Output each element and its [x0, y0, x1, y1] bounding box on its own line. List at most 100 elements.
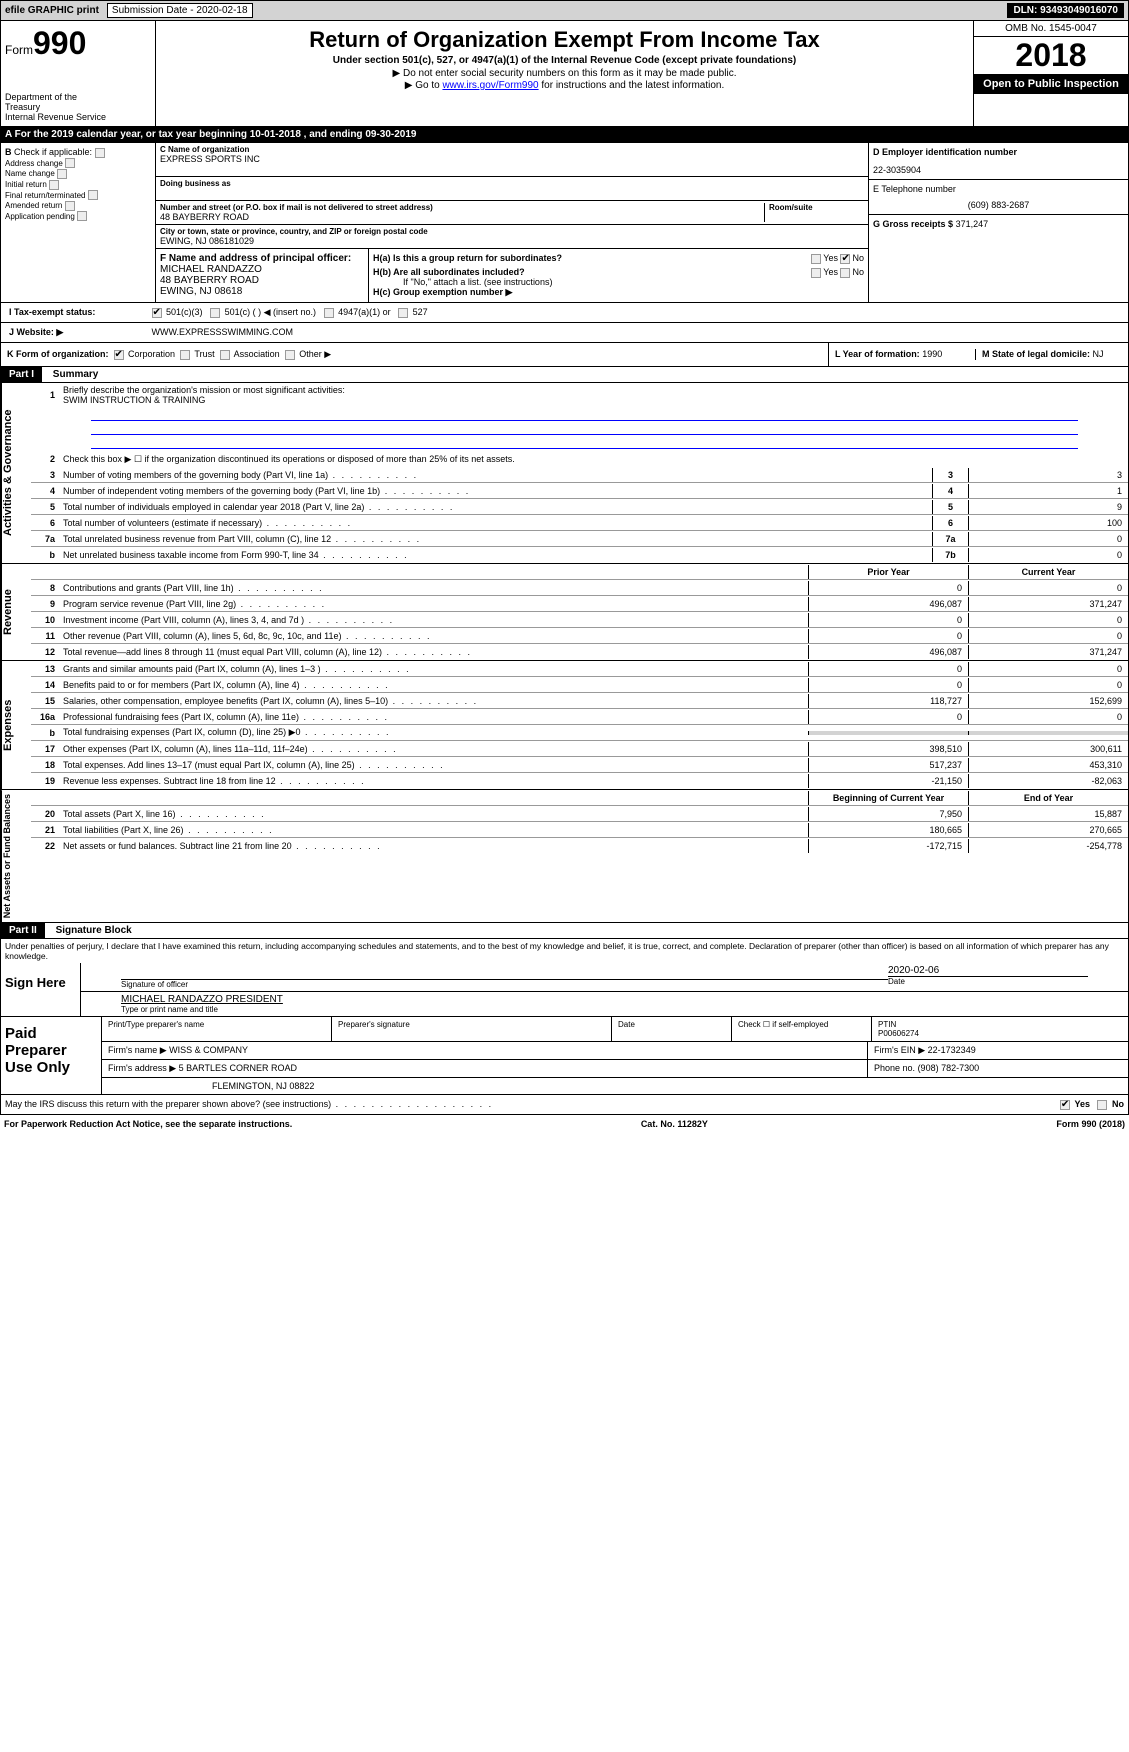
- gross-label: G Gross receipts $: [873, 219, 953, 229]
- fill-line: [91, 409, 1078, 421]
- discuss-row: May the IRS discuss this return with the…: [0, 1095, 1129, 1115]
- year-formation-value: 1990: [922, 349, 942, 359]
- top-bar: efile GRAPHIC print Submission Date - 20…: [0, 0, 1129, 21]
- summary-row: 18Total expenses. Add lines 13–17 (must …: [31, 757, 1128, 773]
- opt-501c3: 501(c)(3): [166, 307, 203, 317]
- check-icon: [65, 158, 75, 168]
- ptin-value: P00606274: [878, 1029, 919, 1038]
- tax-year: 2018: [974, 37, 1128, 74]
- h-a-label: H(a) Is this a group return for subordin…: [373, 253, 562, 263]
- part-i-title: Summary: [45, 369, 99, 380]
- check-icon: [57, 169, 67, 179]
- prep-sig-header: Preparer's signature: [332, 1017, 612, 1041]
- form-number: 990: [33, 25, 86, 61]
- part-ii-label: Part II: [1, 923, 45, 938]
- line-a-pre: A For the 2019 calendar year, or tax yea…: [5, 129, 301, 140]
- check-icon: [285, 350, 295, 360]
- sig-date-label: Date: [888, 976, 1088, 986]
- fill-line: [91, 423, 1078, 435]
- governance-section: Activities & Governance 1 Briefly descri…: [0, 383, 1129, 564]
- summary-row: 14Benefits paid to or for members (Part …: [31, 677, 1128, 693]
- revenue-section: Revenue Prior Year Current Year 8Contrib…: [0, 564, 1129, 661]
- line-k: K Form of organization: Corporation Trus…: [0, 343, 1129, 367]
- form-footer: Form 990 (2018): [1056, 1119, 1125, 1129]
- no-label: No: [1112, 1099, 1124, 1109]
- pra-notice: For Paperwork Reduction Act Notice, see …: [4, 1119, 292, 1129]
- opt-501c: 501(c) ( ) ◀ (insert no.): [225, 307, 316, 317]
- firm-name-value: WISS & COMPANY: [169, 1045, 248, 1055]
- street-value: 48 BAYBERRY ROAD: [160, 212, 764, 222]
- box-b-letter: B: [5, 147, 12, 157]
- goto-post: for instructions and the latest informat…: [539, 80, 725, 91]
- mission-label: Briefly describe the organization's miss…: [63, 385, 345, 395]
- cat-number: Cat. No. 11282Y: [641, 1119, 708, 1129]
- gross-value: 371,247: [956, 219, 989, 229]
- ptin-label: PTIN: [878, 1020, 896, 1029]
- header-left: Form990 Department of the Treasury Inter…: [1, 21, 156, 126]
- part-ii-header: Part II Signature Block: [0, 923, 1129, 939]
- check-icon: [49, 180, 59, 190]
- dept-line2: Treasury: [5, 102, 151, 112]
- yes-check-icon: [1060, 1100, 1070, 1110]
- box-b: B Check if applicable: Address change Na…: [1, 143, 156, 302]
- box-c: C Name of organization EXPRESS SPORTS IN…: [156, 143, 868, 302]
- yes-check-icon: [811, 268, 821, 278]
- box-b-option: Name change: [5, 168, 151, 179]
- summary-row: 19Revenue less expenses. Subtract line 1…: [31, 773, 1128, 789]
- preparer-label: Paid Preparer Use Only: [1, 1017, 101, 1094]
- check-icon: [77, 211, 87, 221]
- website-label: J Website: ▶: [9, 327, 149, 338]
- box-deg: D Employer identification number 22-3035…: [868, 143, 1128, 302]
- summary-row: 12Total revenue—add lines 8 through 11 (…: [31, 644, 1128, 660]
- summary-row: bNet unrelated business taxable income f…: [31, 547, 1128, 563]
- summary-row: 17Other expenses (Part IX, column (A), l…: [31, 741, 1128, 757]
- summary-row: bTotal fundraising expenses (Part IX, co…: [31, 725, 1128, 741]
- ein-label: D Employer identification number: [873, 147, 1124, 157]
- firm-phone-value: (908) 782-7300: [918, 1063, 980, 1073]
- phone-value: (609) 883-2687: [873, 200, 1124, 210]
- perjury-text: Under penalties of perjury, I declare th…: [1, 939, 1128, 963]
- street-label: Number and street (or P.O. box if mail i…: [160, 203, 764, 212]
- form-title: Return of Organization Exempt From Incom…: [160, 27, 969, 53]
- yes-label: Yes: [1074, 1099, 1090, 1109]
- signature-block: Under penalties of perjury, I declare th…: [0, 939, 1129, 1017]
- irs-link[interactable]: www.irs.gov/Form990: [442, 80, 538, 91]
- prep-selfemp-label: Check ☐ if self-employed: [732, 1017, 872, 1041]
- line-a-mid: , and ending 09-30-2019: [304, 129, 417, 140]
- firm-phone-label: Phone no.: [874, 1063, 915, 1073]
- box-b-option: Address change: [5, 158, 151, 169]
- tax-status-label: I Tax-exempt status:: [9, 307, 149, 317]
- box-b-label: Check if applicable:: [14, 147, 92, 157]
- city-label: City or town, state or province, country…: [160, 227, 864, 236]
- year-formation-label: L Year of formation:: [835, 349, 920, 359]
- sig-date-value: 2020-02-06: [888, 965, 1088, 976]
- box-b-option: Application pending: [5, 211, 151, 222]
- part-i-header: Part I Summary: [0, 367, 1129, 383]
- summary-row: 9Program service revenue (Part VIII, lin…: [31, 596, 1128, 612]
- revenue-label: Revenue: [1, 564, 31, 660]
- end-year-header: End of Year: [968, 791, 1128, 805]
- summary-row: 7aTotal unrelated business revenue from …: [31, 531, 1128, 547]
- form-org-label: K Form of organization:: [7, 349, 109, 359]
- city-value: EWING, NJ 086181029: [160, 236, 864, 246]
- summary-row: 16aProfessional fundraising fees (Part I…: [31, 709, 1128, 725]
- opt-corp: Corporation: [128, 349, 175, 359]
- dept-line1: Department of the: [5, 92, 151, 102]
- no-check-icon: [840, 268, 850, 278]
- opt-trust: Trust: [194, 349, 214, 359]
- sign-here-label: Sign Here: [1, 963, 81, 1016]
- check-icon: [88, 190, 98, 200]
- current-year-header: Current Year: [968, 565, 1128, 579]
- summary-row: 8Contributions and grants (Part VIII, li…: [31, 580, 1128, 596]
- ein-value: 22-3035904: [873, 165, 1124, 175]
- header-mid: Return of Organization Exempt From Incom…: [156, 21, 973, 126]
- goto-pre: ▶ Go to: [405, 80, 443, 91]
- summary-row: 22Net assets or fund balances. Subtract …: [31, 838, 1128, 854]
- form-note1: ▶ Do not enter social security numbers o…: [160, 68, 969, 79]
- firm-addr1: 5 BARTLES CORNER ROAD: [179, 1063, 297, 1073]
- opt-assoc: Association: [234, 349, 280, 359]
- line-i: I Tax-exempt status: 501(c)(3) 501(c) ( …: [0, 303, 1129, 323]
- no-check-icon: [840, 254, 850, 264]
- summary-row: 4Number of independent voting members of…: [31, 483, 1128, 499]
- firm-ein-label: Firm's EIN ▶: [874, 1045, 925, 1055]
